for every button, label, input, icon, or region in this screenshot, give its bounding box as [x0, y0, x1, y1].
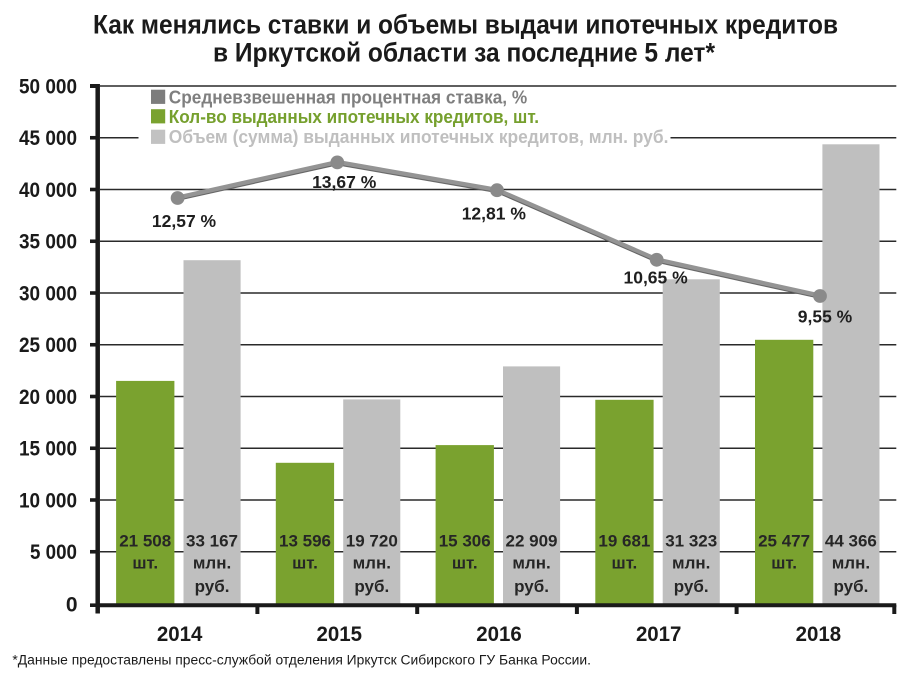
svg-text:30 000: 30 000 [19, 282, 77, 305]
svg-text:40 000: 40 000 [19, 179, 77, 202]
svg-text:10 000: 10 000 [19, 489, 77, 512]
svg-text:10,65 %: 10,65 % [623, 268, 688, 288]
svg-text:руб.: руб. [195, 577, 230, 596]
svg-text:21 508: 21 508 [119, 532, 171, 551]
svg-text:13 596: 13 596 [279, 532, 331, 551]
svg-text:млн.: млн. [512, 554, 550, 573]
svg-text:млн.: млн. [832, 554, 870, 573]
svg-text:*Данные предоставлены пресс-сл: *Данные предоставлены пресс-службой отде… [12, 653, 591, 668]
svg-text:2018: 2018 [796, 623, 842, 646]
svg-text:руб.: руб. [514, 577, 549, 596]
svg-text:5 000: 5 000 [30, 541, 77, 564]
svg-text:25 000: 25 000 [19, 334, 77, 357]
svg-text:2016: 2016 [476, 623, 522, 646]
svg-text:22 909: 22 909 [506, 532, 558, 551]
svg-text:33 167: 33 167 [186, 532, 238, 551]
svg-text:шт.: шт. [612, 554, 638, 573]
svg-text:0: 0 [66, 594, 78, 617]
svg-text:млн.: млн. [193, 554, 231, 573]
svg-text:2017: 2017 [636, 623, 682, 646]
svg-text:млн.: млн. [353, 554, 391, 573]
svg-text:Средневзвешенная процентная ст: Средневзвешенная процентная ставка, % [169, 86, 527, 107]
svg-text:9,55 %: 9,55 % [798, 307, 853, 327]
svg-text:шт.: шт. [292, 554, 318, 573]
svg-text:15 000: 15 000 [19, 438, 77, 461]
svg-text:20 000: 20 000 [19, 386, 77, 409]
svg-text:в Иркутской области за последн: в Иркутской области за последние 5 лет* [213, 38, 715, 68]
svg-text:шт.: шт. [771, 554, 797, 573]
svg-text:руб.: руб. [354, 577, 389, 596]
svg-text:13,67 %: 13,67 % [312, 172, 377, 192]
svg-text:44 366: 44 366 [825, 532, 877, 551]
svg-text:19 720: 19 720 [346, 532, 398, 551]
svg-text:руб.: руб. [833, 577, 868, 596]
svg-text:шт.: шт. [132, 554, 158, 573]
svg-text:млн.: млн. [672, 554, 710, 573]
svg-text:35 000: 35 000 [19, 231, 77, 254]
svg-text:шт.: шт. [452, 554, 478, 573]
svg-text:2014: 2014 [157, 623, 203, 646]
svg-text:12,81 %: 12,81 % [462, 203, 527, 223]
svg-text:45 000: 45 000 [19, 127, 77, 150]
svg-text:50 000: 50 000 [19, 75, 77, 98]
svg-text:15 306: 15 306 [439, 532, 491, 551]
svg-text:25 477: 25 477 [758, 532, 810, 551]
svg-text:12,57 %: 12,57 % [152, 211, 217, 231]
svg-text:руб.: руб. [674, 577, 709, 596]
svg-text:19 681: 19 681 [598, 532, 650, 551]
svg-text:Как менялись ставки и объемы в: Как менялись ставки и объемы выдачи ипот… [93, 10, 838, 40]
svg-text:31 323: 31 323 [665, 532, 717, 551]
svg-text:2015: 2015 [317, 623, 363, 646]
svg-text:Объем (сумма) выданных ипотечн: Объем (сумма) выданных ипотечных кредито… [169, 126, 669, 147]
svg-text:Кол-во выданных ипотечных кред: Кол-во выданных ипотечных кредитов, шт. [169, 106, 539, 127]
